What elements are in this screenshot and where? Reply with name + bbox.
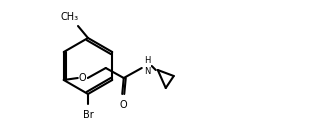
Text: CH₃: CH₃	[61, 12, 79, 22]
Text: H
N: H N	[145, 56, 151, 76]
Text: Br: Br	[83, 110, 93, 120]
Text: O: O	[79, 73, 87, 83]
Text: O: O	[120, 100, 128, 110]
